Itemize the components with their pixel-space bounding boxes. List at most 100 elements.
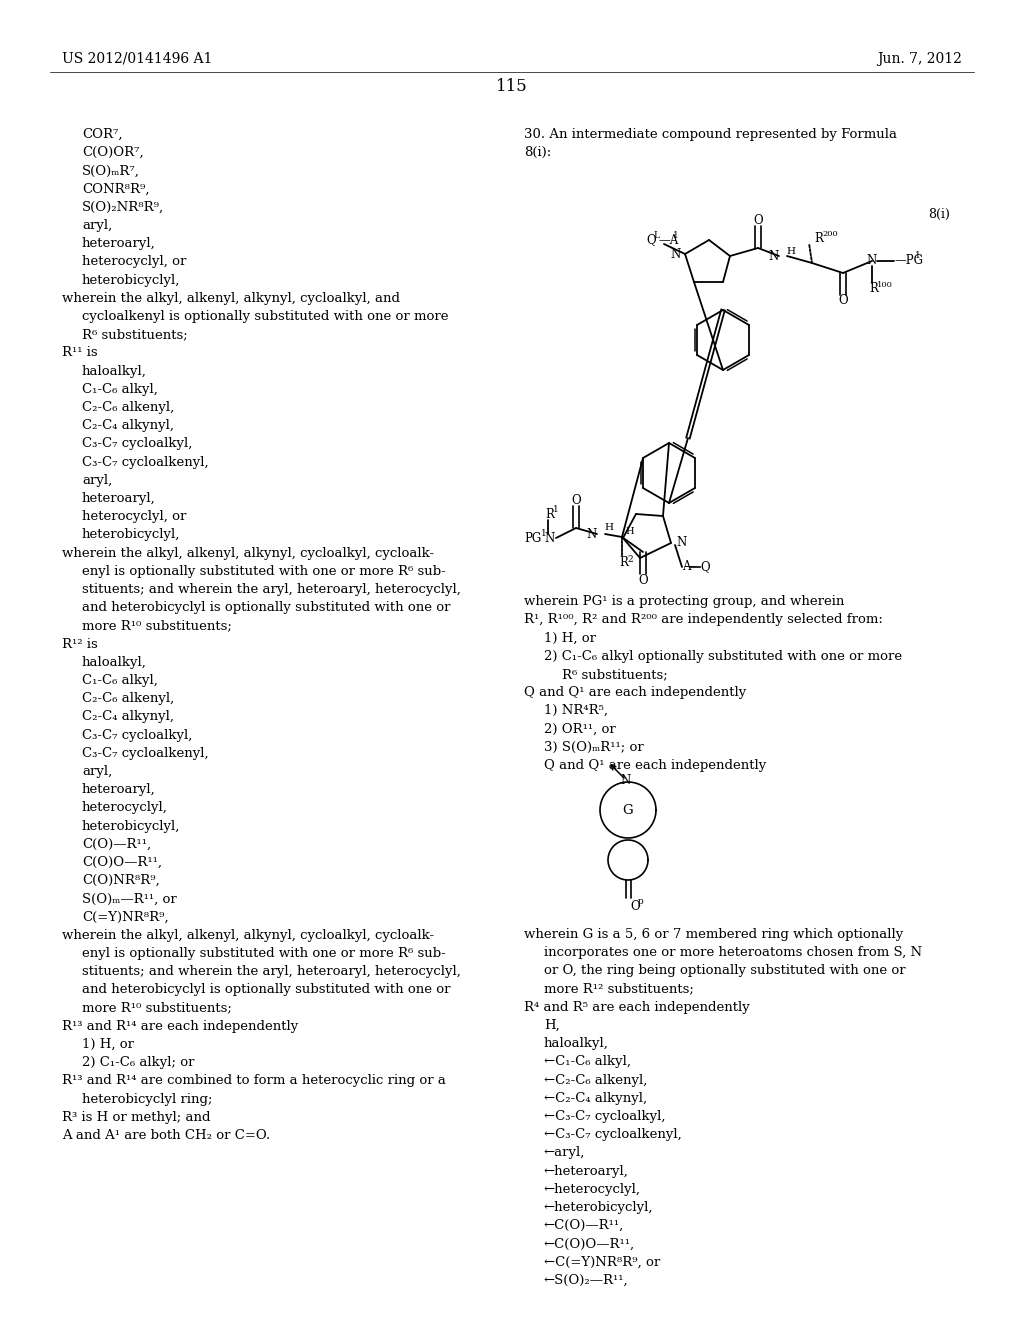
Text: ←C(O)O—R¹¹,: ←C(O)O—R¹¹, (544, 1237, 635, 1250)
Text: aryl,: aryl, (82, 219, 113, 232)
Text: H: H (625, 527, 634, 536)
Text: N: N (867, 255, 878, 268)
Text: C(O)NR⁸R⁹,: C(O)NR⁸R⁹, (82, 874, 160, 887)
Text: 30. An intermediate compound represented by Formula: 30. An intermediate compound represented… (524, 128, 897, 141)
Text: 1: 1 (915, 252, 921, 260)
Text: ←C₂-C₆ alkenyl,: ←C₂-C₆ alkenyl, (544, 1073, 647, 1086)
Text: US 2012/0141496 A1: US 2012/0141496 A1 (62, 51, 212, 66)
Text: ←aryl,: ←aryl, (544, 1146, 586, 1159)
Text: A and A¹ are both CH₂ or C=O.: A and A¹ are both CH₂ or C=O. (62, 1129, 270, 1142)
Text: R⁴ and R⁵ are each independently: R⁴ and R⁵ are each independently (524, 1001, 750, 1014)
Text: heteroaryl,: heteroaryl, (82, 783, 156, 796)
Text: ←heterocyclyl,: ←heterocyclyl, (544, 1183, 641, 1196)
Text: 1: 1 (541, 528, 547, 537)
Text: A: A (682, 561, 690, 573)
Text: N: N (621, 774, 631, 787)
Text: R: R (618, 557, 628, 569)
Text: ←C₃-C₇ cycloalkenyl,: ←C₃-C₇ cycloalkenyl, (544, 1129, 682, 1142)
Text: R¹² is: R¹² is (62, 638, 97, 651)
Text: stituents; and wherein the aryl, heteroaryl, heterocyclyl,: stituents; and wherein the aryl, heteroa… (82, 583, 461, 597)
Text: G: G (623, 804, 633, 817)
Text: heteroaryl,: heteroaryl, (82, 238, 156, 251)
Text: ←C₃-C₇ cycloalkyl,: ←C₃-C₇ cycloalkyl, (544, 1110, 666, 1123)
Text: R: R (545, 507, 554, 520)
Text: heterobicyclyl,: heterobicyclyl, (82, 273, 180, 286)
Text: ←C(O)—R¹¹,: ←C(O)—R¹¹, (544, 1220, 625, 1232)
Text: incorporates one or more heteroatoms chosen from S, N: incorporates one or more heteroatoms cho… (544, 946, 923, 960)
Text: N: N (587, 528, 597, 540)
Text: 2: 2 (627, 554, 633, 564)
Text: Jun. 7, 2012: Jun. 7, 2012 (878, 51, 962, 66)
Text: ←heterobicyclyl,: ←heterobicyclyl, (544, 1201, 653, 1214)
Text: ←C₁-C₆ alkyl,: ←C₁-C₆ alkyl, (544, 1056, 631, 1068)
Text: haloalkyl,: haloalkyl, (544, 1038, 609, 1051)
Text: S(O)ₘR⁷,: S(O)ₘR⁷, (82, 165, 140, 177)
Text: R⁶ substituents;: R⁶ substituents; (562, 668, 668, 681)
Text: wherein the alkyl, alkenyl, alkynyl, cycloalkyl, cycloalk-: wherein the alkyl, alkenyl, alkynyl, cyc… (62, 546, 434, 560)
Text: N: N (769, 249, 779, 263)
Text: 2) C₁-C₆ alkyl; or: 2) C₁-C₆ alkyl; or (82, 1056, 195, 1069)
Text: heterobicyclyl,: heterobicyclyl, (82, 820, 180, 833)
Text: R¹³ and R¹⁴ are combined to form a heterocyclic ring or a: R¹³ and R¹⁴ are combined to form a heter… (62, 1074, 445, 1088)
Text: C(O)—R¹¹,: C(O)—R¹¹, (82, 838, 152, 851)
Text: heteroaryl,: heteroaryl, (82, 492, 156, 506)
Text: C₃-C₇ cycloalkenyl,: C₃-C₇ cycloalkenyl, (82, 455, 209, 469)
Text: 8(i):: 8(i): (524, 147, 551, 160)
Text: C₁-C₆ alkyl,: C₁-C₆ alkyl, (82, 675, 158, 686)
Text: 3) S(O)ₘR¹¹; or: 3) S(O)ₘR¹¹; or (544, 741, 644, 754)
Text: more R¹² substituents;: more R¹² substituents; (544, 982, 694, 995)
Text: wherein the alkyl, alkenyl, alkynyl, cycloalkyl, cycloalk-: wherein the alkyl, alkenyl, alkynyl, cyc… (62, 929, 434, 941)
Text: R: R (814, 232, 823, 246)
Text: enyl is optionally substituted with one or more R⁶ sub-: enyl is optionally substituted with one … (82, 565, 445, 578)
Text: 100: 100 (877, 281, 893, 289)
Text: C(=Y)NR⁸R⁹,: C(=Y)NR⁸R⁹, (82, 911, 169, 924)
Text: C₂-C₆ alkenyl,: C₂-C₆ alkenyl, (82, 401, 174, 414)
Text: R¹, R¹⁰⁰, R² and R²⁰⁰ are independently selected from:: R¹, R¹⁰⁰, R² and R²⁰⁰ are independently … (524, 614, 883, 626)
Text: R⁶ substituents;: R⁶ substituents; (82, 329, 187, 341)
Text: more R¹⁰ substituents;: more R¹⁰ substituents; (82, 619, 231, 632)
Text: cycloalkenyl is optionally substituted with one or more: cycloalkenyl is optionally substituted w… (82, 310, 449, 323)
Text: N: N (676, 536, 686, 549)
Text: and heterobicyclyl is optionally substituted with one or: and heterobicyclyl is optionally substit… (82, 983, 451, 997)
Text: R¹³ and R¹⁴ are each independently: R¹³ and R¹⁴ are each independently (62, 1020, 298, 1032)
Text: wherein G is a 5, 6 or 7 membered ring which optionally: wherein G is a 5, 6 or 7 membered ring w… (524, 928, 903, 941)
Text: 1) H, or: 1) H, or (544, 631, 596, 644)
Text: —A: —A (658, 234, 678, 247)
Text: Q: Q (700, 561, 710, 573)
Text: S(O)₂NR⁸R⁹,: S(O)₂NR⁸R⁹, (82, 201, 164, 214)
Text: COR⁷,: COR⁷, (82, 128, 123, 141)
Text: H: H (786, 247, 795, 256)
Text: heterobicyclyl ring;: heterobicyclyl ring; (82, 1093, 213, 1106)
Text: ←heteroaryl,: ←heteroaryl, (544, 1164, 629, 1177)
Text: C₂-C₆ alkenyl,: C₂-C₆ alkenyl, (82, 692, 174, 705)
Text: and heterobicyclyl is optionally substituted with one or: and heterobicyclyl is optionally substit… (82, 601, 451, 614)
Text: O: O (571, 494, 581, 507)
Text: N: N (671, 248, 681, 260)
Text: stituents; and wherein the aryl, heteroaryl, heterocyclyl,: stituents; and wherein the aryl, heteroa… (82, 965, 461, 978)
Text: heterobicyclyl,: heterobicyclyl, (82, 528, 180, 541)
Text: wherein PG¹ is a protecting group, and wherein: wherein PG¹ is a protecting group, and w… (524, 595, 845, 609)
Text: C(O)OR⁷,: C(O)OR⁷, (82, 147, 143, 160)
Text: O: O (839, 294, 848, 308)
Text: heterocyclyl,: heterocyclyl, (82, 801, 168, 814)
Text: 115: 115 (496, 78, 528, 95)
Text: N: N (544, 532, 554, 544)
Text: O: O (638, 573, 648, 586)
Text: CONR⁸R⁹,: CONR⁸R⁹, (82, 182, 150, 195)
Text: O: O (630, 899, 640, 912)
Text: haloalkyl,: haloalkyl, (82, 656, 146, 669)
Text: ←C₂-C₄ alkynyl,: ←C₂-C₄ alkynyl, (544, 1092, 647, 1105)
Text: —PG: —PG (894, 255, 923, 268)
Text: 1: 1 (553, 504, 559, 513)
Text: C₃-C₇ cycloalkyl,: C₃-C₇ cycloalkyl, (82, 437, 193, 450)
Text: or O, the ring being optionally substituted with one or: or O, the ring being optionally substitu… (544, 965, 905, 977)
Text: C₂-C₄ alkynyl,: C₂-C₄ alkynyl, (82, 710, 174, 723)
Text: ←C(=Y)NR⁸R⁹, or: ←C(=Y)NR⁸R⁹, or (544, 1255, 660, 1269)
Text: 1) H, or: 1) H, or (82, 1038, 134, 1051)
Text: R¹¹ is: R¹¹ is (62, 346, 97, 359)
Text: heterocyclyl, or: heterocyclyl, or (82, 511, 186, 523)
Text: Q and Q¹ are each independently: Q and Q¹ are each independently (524, 686, 746, 700)
Text: —: — (683, 561, 695, 573)
Text: L: L (653, 231, 659, 239)
Text: haloalkyl,: haloalkyl, (82, 364, 146, 378)
